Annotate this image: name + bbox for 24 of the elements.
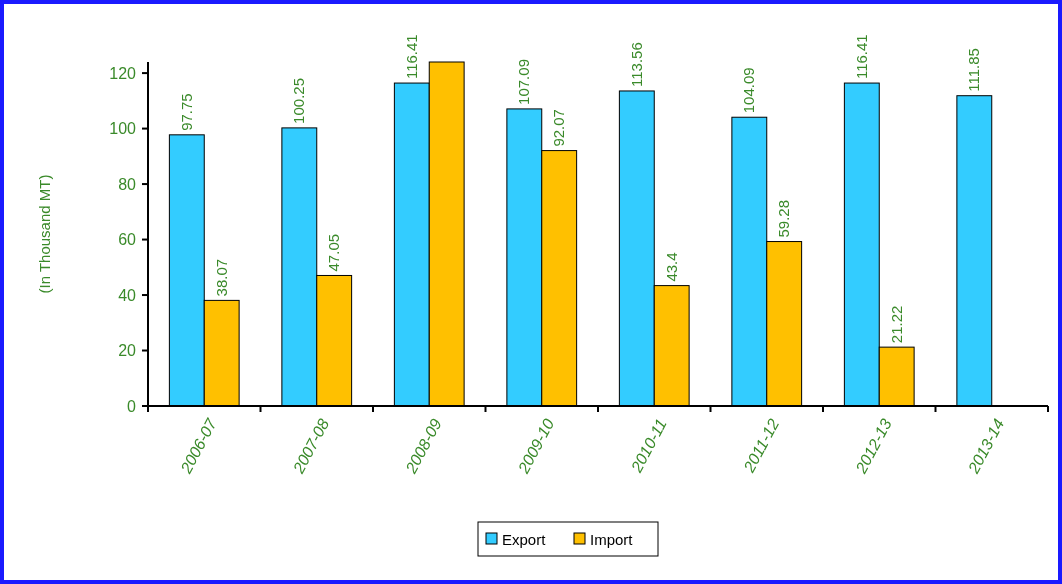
data-label: 59.28 [775, 200, 793, 238]
y-tick-label: 20 [118, 342, 137, 360]
data-label: 104.09 [740, 67, 758, 114]
data-label: 100.25 [290, 78, 308, 124]
data-label: 38.07 [212, 258, 230, 297]
y-tick-label: 60 [118, 231, 137, 249]
data-label: 43.4 [662, 252, 680, 282]
y-tick-label: 0 [127, 397, 137, 415]
data-label: 21.22 [887, 305, 905, 344]
data-label: 107.09 [515, 59, 533, 105]
y-tick-label: 120 [109, 64, 137, 82]
data-label: 92.07 [550, 109, 568, 147]
legend-label: Import [590, 531, 634, 549]
y-axis-title: (In Thousand MT) [36, 174, 53, 294]
y-tick-label: 40 [118, 286, 137, 304]
data-label: 113.56 [627, 42, 645, 87]
y-tick-label: 100 [109, 120, 137, 138]
data-label: 116.41 [852, 34, 870, 80]
data-label: 47.05 [325, 233, 343, 272]
data-label: 116.41 [402, 34, 420, 80]
data-label: 111.85 [965, 48, 983, 92]
y-tick-label: 80 [118, 175, 137, 193]
data-label: 97.75 [177, 93, 195, 131]
legend-label: Export [502, 531, 547, 549]
